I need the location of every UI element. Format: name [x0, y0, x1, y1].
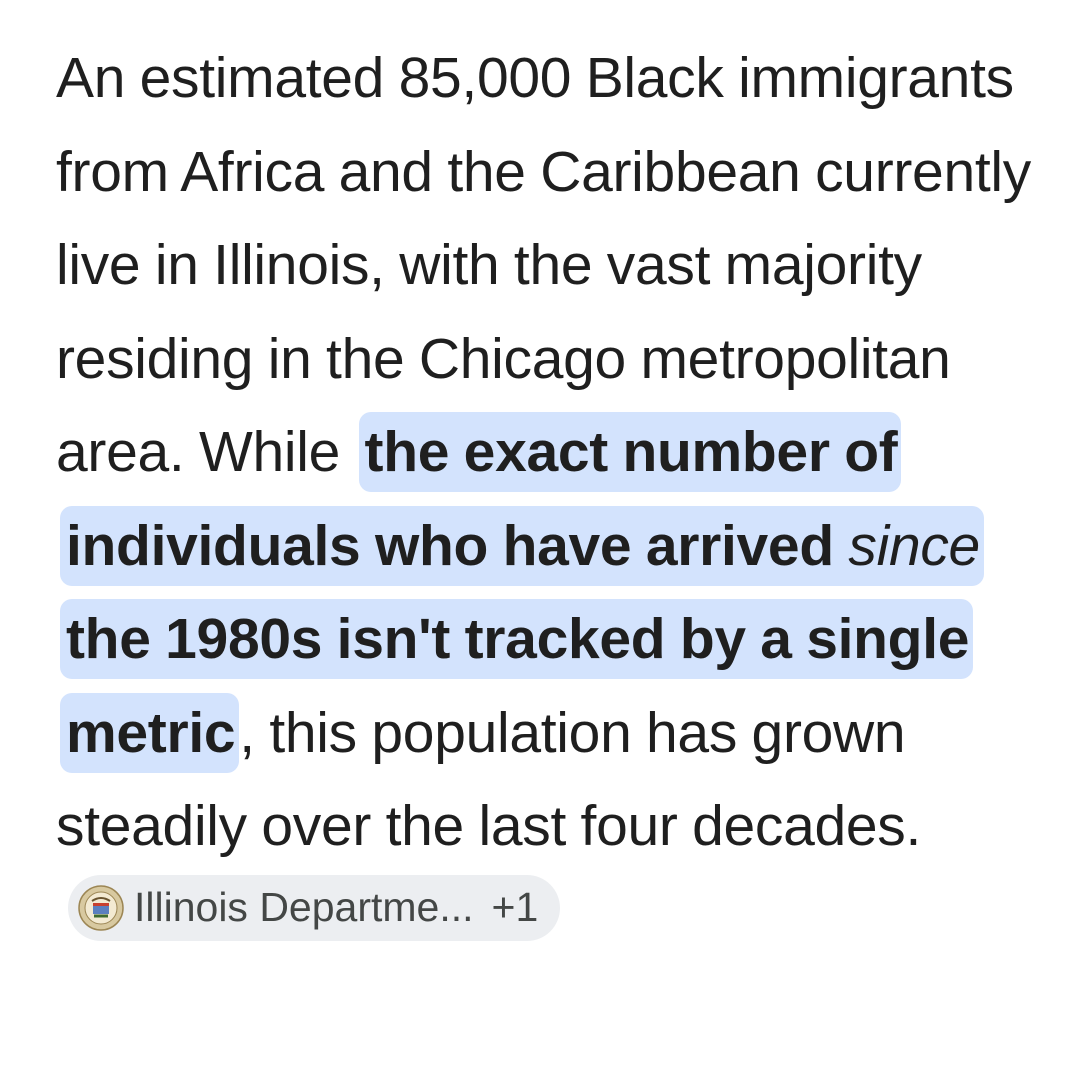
answer-text-after: , this population has grown steadily ove… — [56, 700, 922, 859]
source-chip-extra-count: +1 — [491, 883, 539, 930]
highlight-text-part1: the exact number of individuals who have… — [66, 420, 898, 578]
source-chip-label: Illinois Departme... — [134, 883, 474, 930]
highlight-text-part2: the 1980s isn't tracked by a single metr… — [66, 607, 970, 765]
ai-answer-paragraph: An estimated 85,000 Black immigrants fro… — [56, 32, 1036, 967]
state-seal-icon — [78, 884, 124, 931]
highlight-emphasis: since — [848, 513, 980, 578]
source-citation-chip[interactable]: Illinois Departme... +1 — [68, 874, 561, 941]
answer-text-before: An estimated 85,000 Black immigrants fro… — [56, 46, 1031, 484]
